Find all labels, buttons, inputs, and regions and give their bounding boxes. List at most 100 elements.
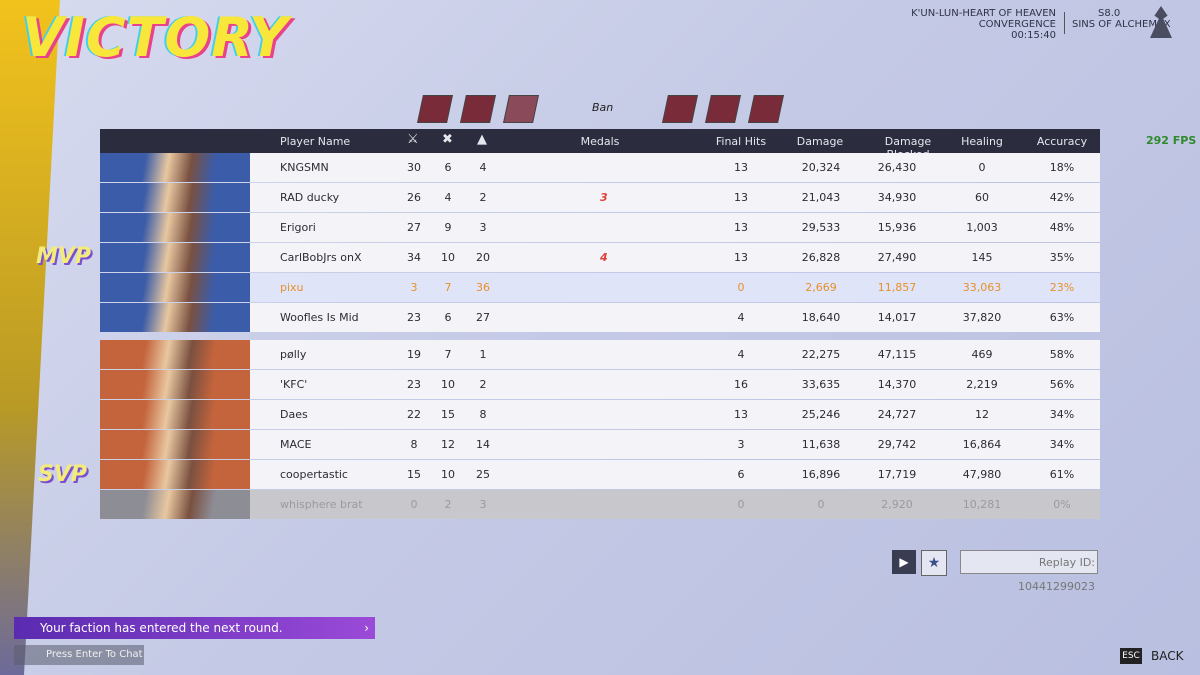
ban-label: Ban — [592, 101, 614, 114]
final-hits: 0 — [737, 498, 745, 511]
player-row: pølly 19 7 1 4 22,275 47,115 469 58% — [100, 340, 1100, 369]
accuracy: 58% — [1049, 348, 1075, 361]
damage: 26,828 — [801, 251, 841, 264]
accuracy: 34% — [1049, 438, 1075, 451]
mode: CONVERGENCE — [978, 19, 1056, 30]
hero-portrait — [100, 400, 250, 429]
deaths: 4 — [444, 191, 452, 204]
player-name: coopertastic — [280, 468, 348, 481]
accuracy: 35% — [1049, 251, 1075, 264]
assists: 20 — [476, 251, 490, 264]
kills: 22 — [407, 408, 421, 421]
kills: 34 — [407, 251, 421, 264]
player-name: Erigori — [280, 221, 316, 234]
assists: 2 — [479, 378, 487, 391]
final-hits: 13 — [734, 161, 748, 174]
map-name: K'UN-LUN-HEART OF HEAVEN — [911, 8, 1056, 19]
deaths: 9 — [444, 221, 452, 234]
result-title: VICTORY — [22, 6, 289, 69]
col-medals: Medals — [580, 135, 620, 148]
accuracy: 23% — [1049, 281, 1075, 294]
healing: 1,003 — [966, 221, 998, 234]
replay-id[interactable]: Replay ID: 10441299023 — [960, 550, 1098, 593]
accuracy: 34% — [1049, 408, 1075, 421]
damage: 22,275 — [801, 348, 841, 361]
col-deaths-icon: ✖ — [442, 132, 453, 147]
player-row: CarlBobJrs onX 34 10 20 13 26,828 27,490 145 35%… — [100, 243, 1100, 272]
kills: 30 — [407, 161, 421, 174]
healing: 2,219 — [966, 378, 998, 391]
assists: 8 — [479, 408, 487, 421]
mvp-badge: MVP — [36, 244, 92, 269]
deaths: 6 — [444, 311, 452, 324]
final-hits: 13 — [734, 191, 748, 204]
assists: 2 — [479, 191, 487, 204]
player-row: RAD ducky 26 4 2 13 21,043 34,930 60 42% 3 — [100, 183, 1100, 212]
final-hits: 6 — [737, 468, 745, 481]
hero-portrait — [100, 243, 250, 272]
healing: 12 — [975, 408, 989, 421]
hero-portrait — [100, 370, 250, 399]
table-header: Player Name ⚔ ✖ ▲ Medals Final Hits Dama… — [100, 129, 1100, 161]
damage: 25,246 — [801, 408, 841, 421]
deaths: 7 — [444, 348, 452, 361]
divider — [1064, 12, 1065, 34]
healing: 0 — [978, 161, 986, 174]
hero-portrait — [100, 183, 250, 212]
player-name: MACE — [280, 438, 312, 451]
player-name: CarlBobJrs onX — [280, 251, 362, 264]
medal-count: 4 — [600, 251, 608, 264]
hero-portrait — [100, 340, 250, 369]
damage: 29,533 — [801, 221, 841, 234]
player-name: KNGSMN — [280, 161, 329, 174]
accuracy: 61% — [1049, 468, 1075, 481]
kills: 23 — [407, 378, 421, 391]
damage-blocked: 2,920 — [881, 498, 913, 511]
healing: 47,980 — [962, 468, 1002, 481]
damage: 33,635 — [801, 378, 841, 391]
assists: 36 — [476, 281, 490, 294]
back-label[interactable]: BACK — [1151, 649, 1184, 663]
col-final-hits: Final Hits — [715, 135, 767, 148]
ban-icon — [662, 95, 698, 123]
damage: 0 — [817, 498, 825, 511]
assists: 25 — [476, 468, 490, 481]
healing: 145 — [971, 251, 993, 264]
player-row: Woofles Is Mid 23 6 27 4 18,640 14,017 37,820 63… — [100, 303, 1100, 332]
damage-blocked: 14,370 — [877, 378, 917, 391]
ban-icon — [748, 95, 784, 123]
hero-portrait — [100, 430, 250, 459]
final-hits: 13 — [734, 408, 748, 421]
notification[interactable]: Your faction has entered the next round.… — [14, 617, 375, 639]
svp-badge: SVP — [38, 462, 87, 487]
chat-prompt[interactable]: Press Enter To Chat — [14, 645, 144, 665]
col-healing: Healing — [961, 135, 1003, 148]
season: S8.0 — [1098, 8, 1121, 19]
deaths: 10 — [441, 251, 455, 264]
final-hits: 16 — [734, 378, 748, 391]
damage-blocked: 11,857 — [877, 281, 917, 294]
match-time: 00:15:40 — [1011, 30, 1056, 41]
col-accuracy: Accuracy — [1036, 135, 1088, 148]
kills: 26 — [407, 191, 421, 204]
esc-key[interactable]: ESC — [1120, 648, 1142, 664]
player-row: MACE 8 12 14 3 11,638 29,742 16,864 34% — [100, 430, 1100, 459]
play-replay-button[interactable]: ▶ — [892, 550, 916, 574]
final-hits: 4 — [737, 311, 745, 324]
player-row: Daes 22 15 8 13 25,246 24,727 12 34% — [100, 400, 1100, 429]
match-info: K'UN-LUN-HEART OF HEAVEN CONVERGENCE 00:… — [911, 8, 1056, 41]
healing: 60 — [975, 191, 989, 204]
side-stripe — [0, 0, 60, 675]
healing: 469 — [971, 348, 993, 361]
favorite-button[interactable]: ★ — [921, 550, 947, 576]
hero-portrait — [100, 490, 250, 519]
season-info: S8.0 SINS OF ALCHEMAX — [1072, 8, 1171, 30]
damage-blocked: 47,115 — [877, 348, 917, 361]
final-hits: 3 — [737, 438, 745, 451]
final-hits: 13 — [734, 221, 748, 234]
player-row: 'KFC' 23 10 2 16 33,635 14,370 2,219 56% — [100, 370, 1100, 399]
damage: 2,669 — [805, 281, 837, 294]
accuracy: 0% — [1053, 498, 1071, 511]
kills: 15 — [407, 468, 421, 481]
